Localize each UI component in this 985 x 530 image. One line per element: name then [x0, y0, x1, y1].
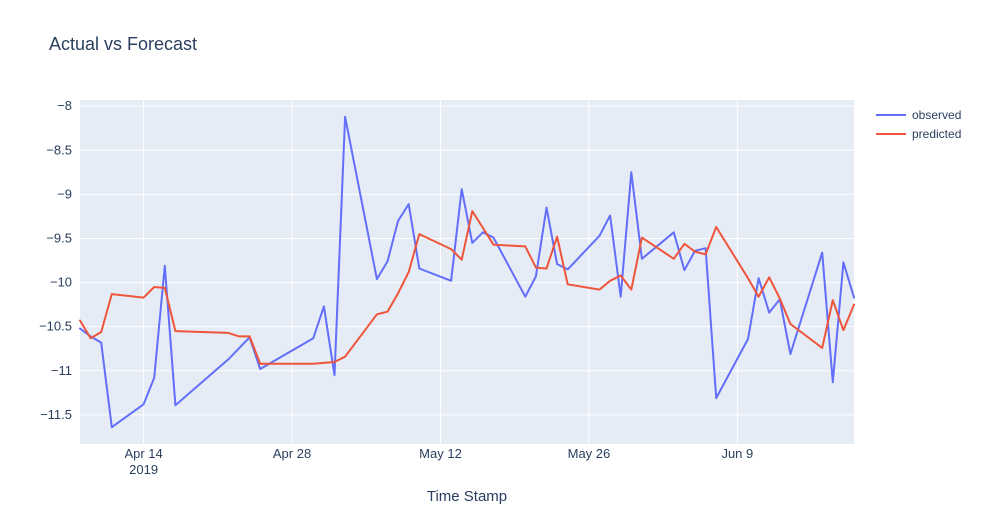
x-tick-label: Apr 28	[273, 446, 311, 461]
y-tick-label: −11.5	[40, 407, 72, 422]
legend: observed predicted	[876, 108, 961, 141]
y-tick-label: −10	[50, 275, 72, 290]
y-tick-label: −11	[51, 363, 72, 378]
plot-area	[80, 100, 854, 444]
x-tick-label: Apr 14	[124, 446, 162, 461]
legend-item-predicted[interactable]: predicted	[876, 127, 961, 141]
legend-label: predicted	[912, 127, 961, 141]
x-tick-label: May 12	[419, 446, 462, 461]
legend-item-observed[interactable]: observed	[876, 108, 961, 122]
x-tick-label: May 26	[568, 446, 611, 461]
y-tick-label: −9.5	[46, 230, 72, 245]
series-lines	[79, 115, 855, 429]
y-axis-ticks: −8 −8.5 −9 −9.5 −10 −10.5 −11 −11.5	[39, 98, 72, 422]
chart-title: Actual vs Forecast	[49, 34, 197, 54]
gridlines	[80, 100, 854, 444]
legend-label: observed	[912, 108, 961, 122]
series-line-observed	[79, 115, 855, 429]
y-tick-label: −10.5	[39, 319, 72, 334]
x-tick-sublabel: 2019	[129, 462, 158, 477]
series-line-predicted	[79, 210, 855, 365]
y-tick-label: −9	[57, 186, 72, 201]
y-tick-label: −8	[57, 98, 72, 113]
x-tick-label: Jun 9	[721, 446, 753, 461]
y-tick-label: −8.5	[46, 142, 72, 157]
x-axis-title: Time Stamp	[427, 488, 507, 505]
